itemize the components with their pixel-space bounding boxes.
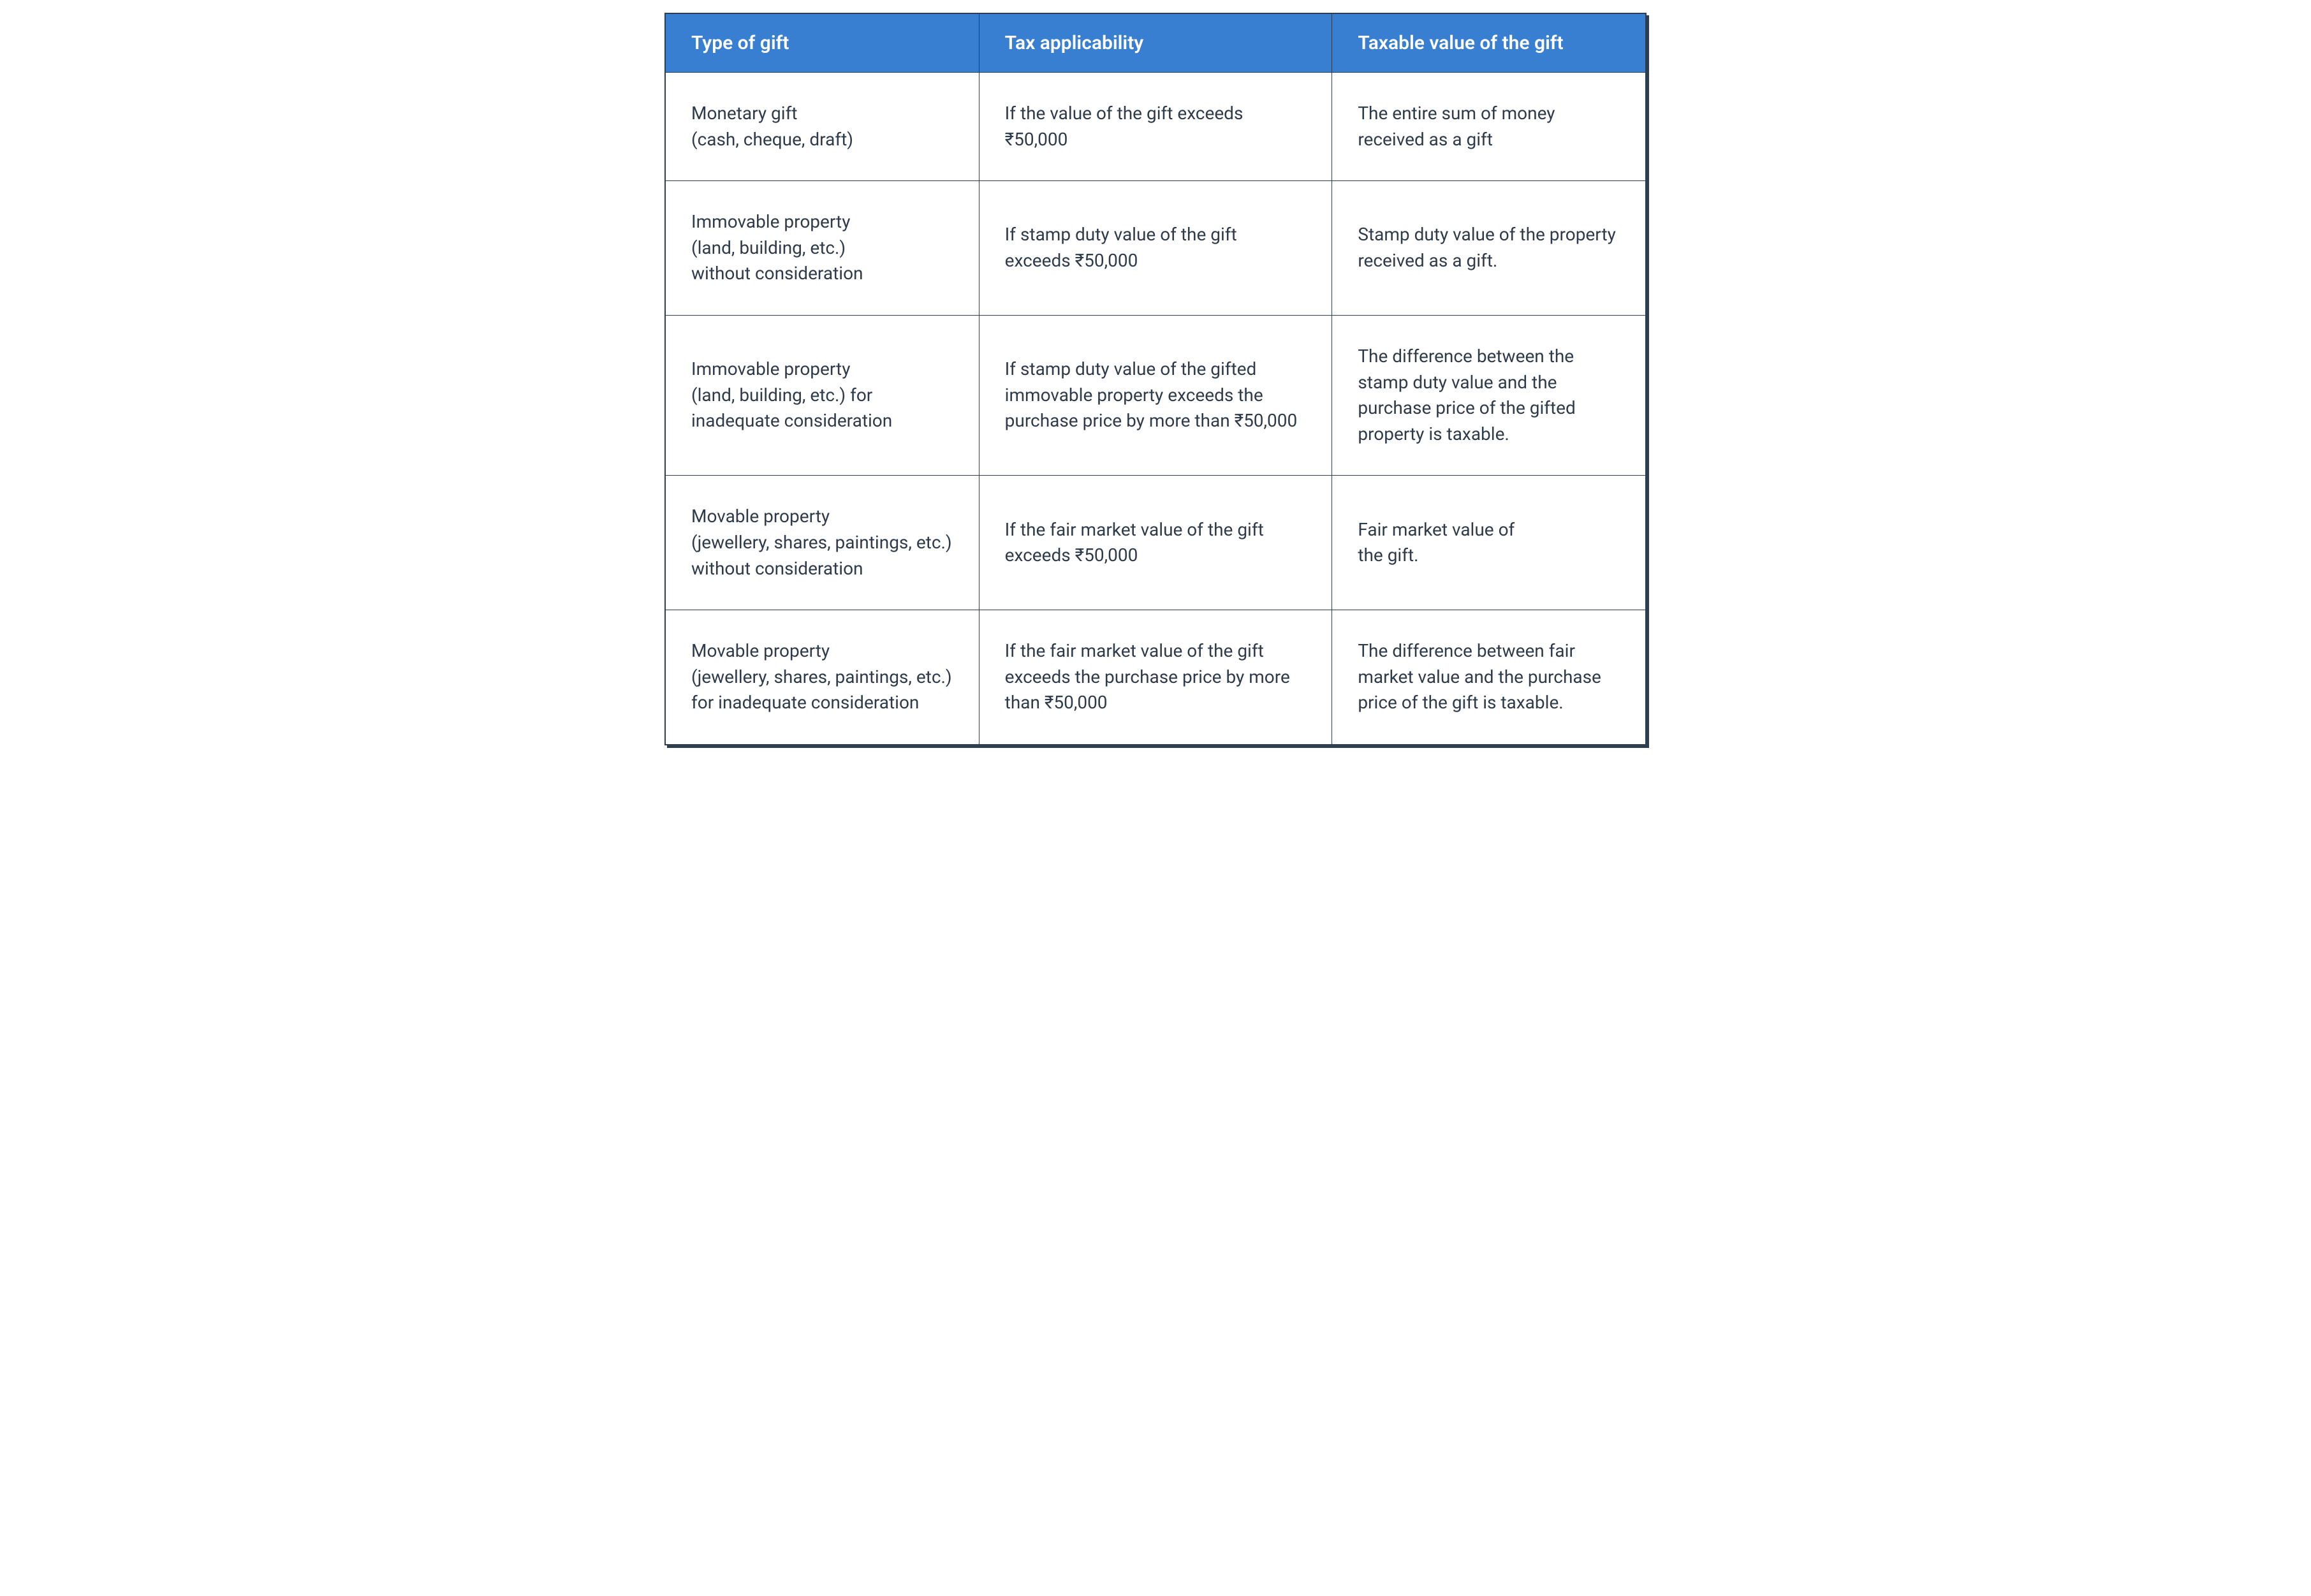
col-header-type: Type of gift xyxy=(665,13,979,73)
table-row: Movable property(jewellery, shares, pain… xyxy=(665,610,1646,745)
cell-applicability: If stamp duty value of the gift exceeds … xyxy=(979,181,1332,316)
table-header: Type of gift Tax applicability Taxable v… xyxy=(665,13,1646,73)
col-header-applicability: Tax applicability xyxy=(979,13,1332,73)
cell-gift-type: Immovable property(land, building, etc.)… xyxy=(665,181,979,316)
table-body: Monetary gift(cash, cheque, draft) If th… xyxy=(665,73,1646,745)
cell-applicability: If stamp duty value of the gifted immova… xyxy=(979,315,1332,475)
table-row: Immovable property(land, building, etc.)… xyxy=(665,181,1646,316)
cell-gift-type: Movable property(jewellery, shares, pain… xyxy=(665,476,979,610)
cell-taxable-value: Stamp duty value of the property receive… xyxy=(1332,181,1646,316)
cell-taxable-value: The difference between fair market value… xyxy=(1332,610,1646,745)
cell-gift-type: Monetary gift(cash, cheque, draft) xyxy=(665,73,979,181)
cell-gift-type: Movable property(jewellery, shares, pain… xyxy=(665,610,979,745)
cell-taxable-value: The entire sum of money received as a gi… xyxy=(1332,73,1646,181)
cell-applicability: If the value of the gift exceeds ₹50,000 xyxy=(979,73,1332,181)
cell-taxable-value: Fair market value ofthe gift. xyxy=(1332,476,1646,610)
cell-taxable-value: The difference between the stamp duty va… xyxy=(1332,315,1646,475)
cell-gift-type: Immovable property(land, building, etc.)… xyxy=(665,315,979,475)
gift-tax-table: Type of gift Tax applicability Taxable v… xyxy=(664,13,1647,745)
gift-tax-table-container: Type of gift Tax applicability Taxable v… xyxy=(664,13,1647,745)
table-row: Monetary gift(cash, cheque, draft) If th… xyxy=(665,73,1646,181)
cell-applicability: If the fair market value of the gift exc… xyxy=(979,610,1332,745)
table-header-row: Type of gift Tax applicability Taxable v… xyxy=(665,13,1646,73)
table-row: Movable property(jewellery, shares, pain… xyxy=(665,476,1646,610)
col-header-taxable: Taxable value of the gift xyxy=(1332,13,1646,73)
cell-applicability: If the fair market value of the gift exc… xyxy=(979,476,1332,610)
table-row: Immovable property(land, building, etc.)… xyxy=(665,315,1646,475)
